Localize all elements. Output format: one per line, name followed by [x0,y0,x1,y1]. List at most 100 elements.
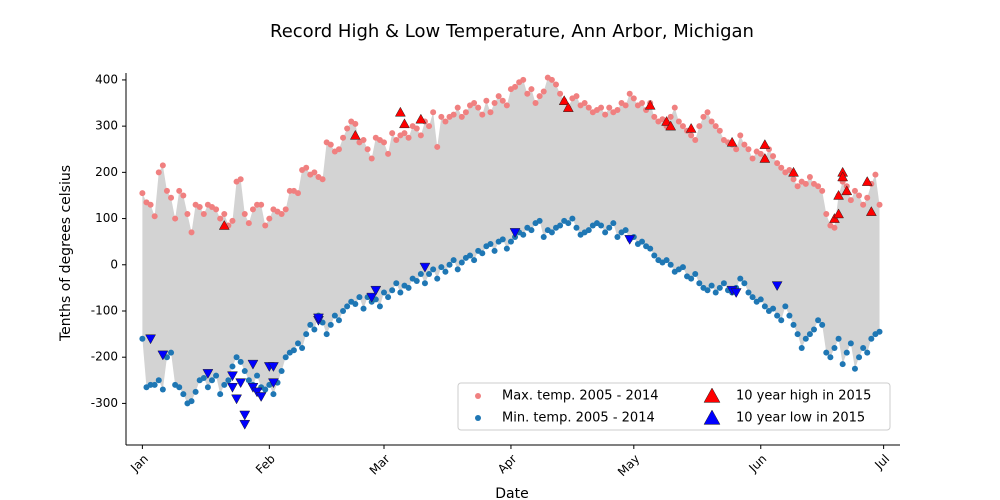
point [254,372,261,379]
point [782,303,789,310]
point [475,104,482,111]
point [774,160,781,167]
point [692,271,699,278]
point [778,164,785,171]
point [172,215,179,222]
point [454,104,461,111]
triangle-down [235,378,247,389]
point [311,326,318,333]
point [200,210,207,217]
triangle-up [562,102,574,112]
point [159,386,166,393]
point [245,220,252,227]
triangle-down [268,362,279,372]
triangle-up [349,129,361,140]
point [679,123,686,130]
point [868,335,875,342]
point [536,217,543,224]
point [438,113,445,120]
point [860,344,867,351]
point [692,137,699,144]
point [327,321,334,328]
y-tick-label: -100 [91,303,118,317]
point [696,280,703,287]
point [147,201,154,208]
point [454,266,461,273]
point [770,153,777,160]
triangle-down [239,410,251,421]
point [397,289,404,296]
point [438,264,445,271]
point [598,104,605,111]
point [749,155,756,162]
legend-label: 10 year high in 2015 [736,389,871,404]
point [213,372,220,379]
legend-label: Max. temp. 2005 - 2014 [502,389,659,404]
point [839,361,846,368]
triangle-down [268,378,279,389]
point [667,261,674,268]
point [376,303,383,310]
point [471,257,478,264]
triangle-up [665,120,677,131]
point [712,289,719,296]
triangle-up [558,95,570,105]
legend: Max. temp. 2005 - 2014 Min. temp. 2005 - … [457,382,891,431]
point [258,201,265,208]
point [262,222,269,229]
point [794,331,801,338]
point [540,88,547,95]
point [450,257,457,264]
series-3 [145,228,783,430]
point [278,210,285,217]
point [553,81,559,88]
triangle-down [771,281,783,292]
triangle-up [759,139,771,149]
series-0 [139,74,883,236]
point [856,192,863,199]
point [790,176,797,183]
legend-label: Min. temp. 2005 - 2014 [502,411,655,426]
point [381,289,387,296]
point [458,113,465,120]
point [757,150,764,157]
point [344,303,351,310]
point [233,354,240,361]
point [856,354,863,361]
point [823,349,830,356]
point [806,331,813,338]
point [426,123,433,130]
point [667,113,674,120]
x-tick-label: Mar [367,452,393,478]
point [802,180,809,187]
point [835,335,842,342]
point [745,289,752,296]
point [360,305,367,312]
point [851,187,858,194]
point [364,146,371,153]
point [524,90,531,97]
point [168,349,175,356]
y-tick-label: 300 [95,119,118,133]
point [303,164,310,171]
point [393,137,400,144]
triangle-up [644,99,656,110]
point [585,104,592,111]
point [295,340,301,347]
point [647,245,654,252]
point [479,250,486,257]
point [651,113,658,120]
point [847,197,854,204]
point [606,104,613,111]
triangle-up [415,113,427,124]
triangle-down [145,334,156,345]
point [639,100,645,107]
point [413,277,420,284]
y-tick-label: -300 [91,396,118,410]
point [217,391,224,398]
point [237,358,244,365]
point [352,301,359,308]
point [290,347,297,354]
point [569,215,576,222]
